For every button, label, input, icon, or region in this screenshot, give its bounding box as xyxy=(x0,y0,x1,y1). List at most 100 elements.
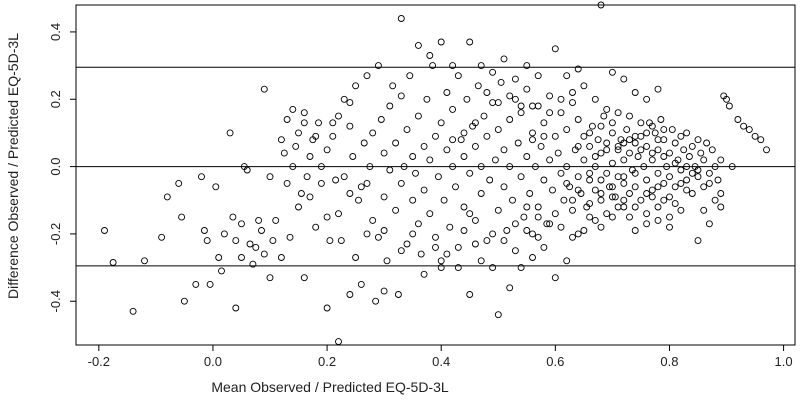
data-point xyxy=(489,230,497,238)
data-point xyxy=(640,163,648,171)
data-point xyxy=(443,250,451,258)
data-point xyxy=(700,206,708,214)
data-point xyxy=(523,85,531,93)
y-axis: -0.4 -0.2 0.0 0.2 0.4 xyxy=(48,23,77,312)
data-point xyxy=(723,95,730,103)
data-point xyxy=(300,109,308,117)
data-point xyxy=(603,146,611,154)
data-point xyxy=(626,136,633,144)
data-point xyxy=(683,163,691,171)
data-point xyxy=(477,62,485,70)
data-point xyxy=(454,72,462,80)
data-point xyxy=(403,240,411,248)
data-point xyxy=(751,132,759,140)
data-point xyxy=(392,206,400,214)
x-tick-label: 0.2 xyxy=(318,354,336,369)
data-point xyxy=(432,243,439,251)
data-point xyxy=(608,159,616,167)
data-point xyxy=(666,173,673,181)
data-point xyxy=(494,311,502,319)
data-point xyxy=(252,243,260,251)
data-point xyxy=(363,230,371,238)
data-point xyxy=(260,85,268,93)
data-point xyxy=(591,186,599,194)
data-point xyxy=(380,227,388,234)
data-point xyxy=(688,169,696,177)
data-point xyxy=(608,68,616,76)
data-point xyxy=(489,68,497,76)
data-point xyxy=(591,153,599,160)
data-point xyxy=(517,264,525,272)
data-point xyxy=(660,179,668,187)
data-point xyxy=(591,95,599,103)
data-point xyxy=(443,146,451,154)
data-point xyxy=(529,254,536,261)
data-point xyxy=(534,203,542,211)
data-point xyxy=(563,163,571,171)
data-point xyxy=(540,119,548,127)
data-point xyxy=(648,186,656,194)
data-point xyxy=(694,136,702,144)
x-tick-label: 0.6 xyxy=(546,354,564,369)
data-point xyxy=(212,183,220,191)
data-point xyxy=(694,166,702,174)
data-point xyxy=(654,203,662,211)
data-point xyxy=(546,156,554,164)
data-point xyxy=(497,78,505,86)
data-point xyxy=(506,92,514,100)
data-point xyxy=(335,338,342,346)
data-point xyxy=(500,183,508,191)
data-point xyxy=(563,257,571,265)
data-point xyxy=(483,237,491,245)
data-point xyxy=(372,297,380,305)
data-point xyxy=(626,190,633,197)
data-point xyxy=(680,146,688,154)
data-point xyxy=(631,89,639,96)
data-point xyxy=(600,112,608,120)
data-point xyxy=(277,254,285,261)
data-point xyxy=(623,126,631,134)
data-point xyxy=(569,99,576,107)
data-point xyxy=(423,95,431,103)
data-point xyxy=(477,190,485,197)
data-point xyxy=(297,190,305,197)
data-point xyxy=(489,99,497,107)
data-point xyxy=(306,153,314,160)
data-point xyxy=(300,119,308,127)
data-point xyxy=(203,237,211,245)
data-point xyxy=(671,159,679,167)
data-point xyxy=(449,163,457,171)
data-point xyxy=(471,216,479,224)
data-point xyxy=(323,213,331,221)
data-point xyxy=(637,196,645,204)
data-point xyxy=(620,179,628,187)
data-point xyxy=(483,89,491,96)
data-point xyxy=(238,254,245,261)
data-point xyxy=(346,122,354,130)
data-point xyxy=(666,213,673,221)
data-point xyxy=(374,62,382,70)
data-point xyxy=(671,200,679,208)
data-point xyxy=(634,153,642,160)
data-point xyxy=(317,163,325,171)
data-point xyxy=(420,270,428,278)
data-point xyxy=(551,132,559,140)
data-point xyxy=(394,291,402,298)
data-point xyxy=(711,196,719,204)
data-point xyxy=(569,196,576,204)
data-point xyxy=(557,95,565,103)
data-point xyxy=(283,179,291,187)
data-point xyxy=(611,193,619,201)
data-point xyxy=(232,304,240,312)
data-point xyxy=(614,146,622,154)
data-point xyxy=(306,193,314,201)
y-tick-label: 0.0 xyxy=(48,158,63,176)
data-point xyxy=(486,176,494,184)
data-point xyxy=(198,173,205,181)
data-point xyxy=(683,176,691,184)
data-point xyxy=(574,173,582,181)
data-point xyxy=(654,136,662,144)
data-point xyxy=(540,243,548,251)
data-point xyxy=(586,176,594,184)
data-point xyxy=(643,190,651,197)
